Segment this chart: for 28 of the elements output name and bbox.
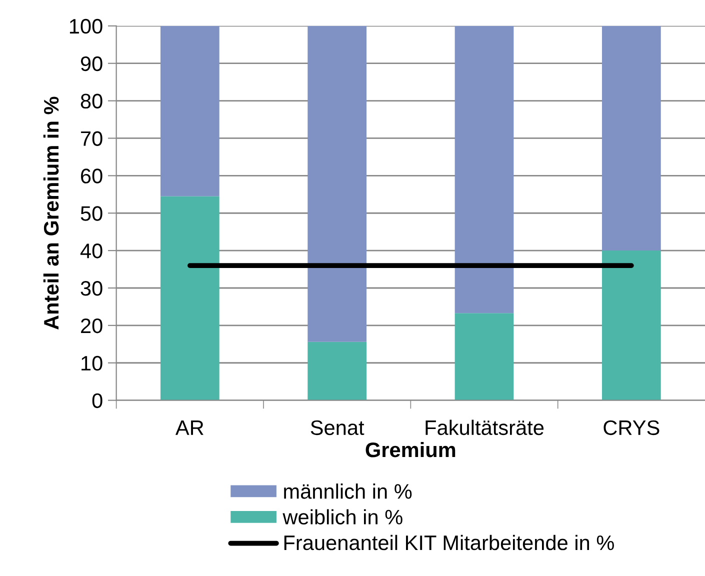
x-axis-title: Gremium [366,442,456,458]
bar [454,26,514,314]
x-tick-label: CRYS [604,420,660,436]
x-tick-label: Fakultätsräte [426,420,544,436]
bar [454,313,514,400]
y-tick-label: 80 [80,94,102,109]
bar [602,26,661,251]
y-tick-label: 100 [70,18,102,34]
legend-label: weiblich in % [282,509,402,525]
x-tick-label: AR [175,420,204,435]
legend-label: männlich in % [284,484,412,499]
y-tick-label: 40 [80,244,102,258]
bar [308,26,367,342]
x-tick-label: Senat [310,420,364,436]
bar [602,250,661,400]
bar [160,26,220,196]
y-tick-label: 60 [81,168,102,184]
bar [160,196,220,400]
y-axis-title: Anteil an Gremium in % [43,96,59,330]
y-tick-label: 30 [80,281,102,296]
y-tick-label: 70 [81,131,102,146]
y-tick-label: 20 [81,318,102,334]
legend-label: Frauenanteil KIT Mitarbeitende in % [284,534,614,550]
y-tick-label: 50 [80,206,102,221]
bar [308,342,367,400]
y-tick-label: 90 [80,56,102,72]
y-tick-label: 10 [82,356,102,371]
y-tick-label: 0 [92,393,102,408]
